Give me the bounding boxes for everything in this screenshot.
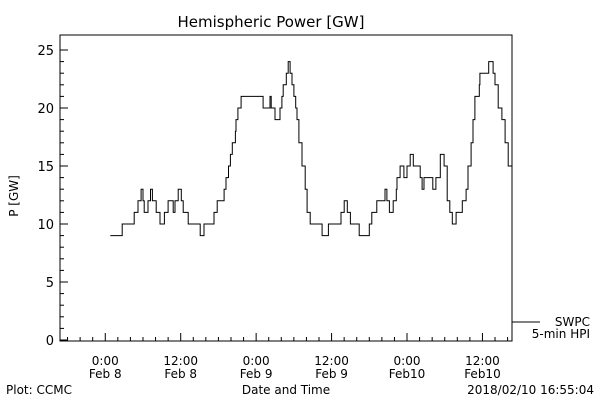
x-tick-label-time: 12:00 — [163, 354, 198, 368]
x-tick-label-date: Feb 8 — [89, 367, 122, 381]
legend-label-hpi: 5-min HPI — [532, 327, 590, 341]
x-tick-label-date: Feb 8 — [164, 367, 197, 381]
x-tick-label-date: Feb10 — [464, 367, 501, 381]
chart-title: Hemispheric Power [GW] — [178, 13, 365, 31]
x-tick-label-date: Feb 9 — [240, 367, 273, 381]
x-axis-label: Date and Time — [242, 383, 330, 397]
y-tick-label: 10 — [37, 218, 54, 233]
y-tick-label: 20 — [37, 102, 54, 117]
y-tick-label: 0 — [46, 334, 54, 349]
x-tick-label-time: 12:00 — [314, 354, 349, 368]
y-axis: 0 5 10 15 20 25 — [37, 44, 68, 349]
y-tick-label: 25 — [37, 44, 54, 59]
x-tick-label-time: 0:00 — [92, 354, 119, 368]
x-tick-label-time: 12:00 — [465, 354, 500, 368]
x-tick-label-time: 0:00 — [243, 354, 270, 368]
x-tick-label-date: Feb 9 — [315, 367, 348, 381]
series-line-hpi — [110, 61, 513, 237]
x-tick-label-date: Feb10 — [389, 367, 426, 381]
legend-label-swpc: SWPC — [555, 315, 590, 329]
plot-timestamp: 2018/02/10 16:55:04 — [467, 383, 594, 397]
plot-credit: Plot: CCMC — [6, 383, 72, 397]
y-tick-label: 5 — [46, 276, 54, 291]
y-tick-label: 15 — [37, 160, 54, 175]
y-axis-label: P [GW] — [7, 175, 21, 217]
x-tick-label-time: 0:00 — [394, 354, 421, 368]
